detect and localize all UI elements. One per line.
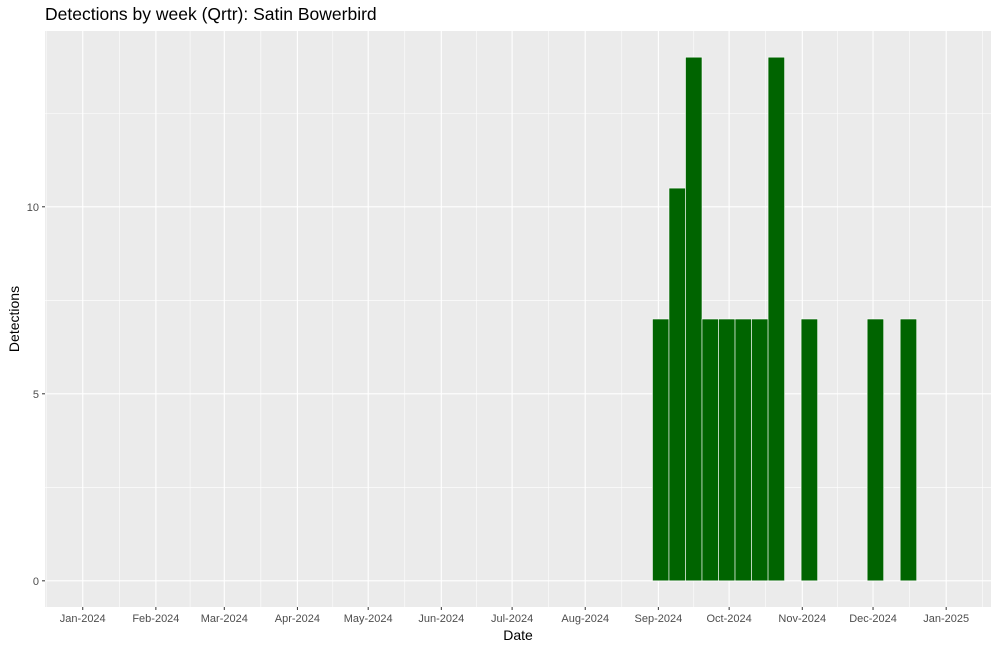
x-axis-title: Date xyxy=(503,627,533,643)
bar xyxy=(668,187,686,582)
x-tick-label: Mar-2024 xyxy=(201,613,248,625)
bar xyxy=(701,318,719,582)
chart-title: Detections by week (Qrtr): Satin Bowerbi… xyxy=(45,4,377,24)
y-tick-label: 10 xyxy=(27,202,39,214)
bar xyxy=(718,318,736,582)
bar xyxy=(866,318,884,582)
y-tick-label: 5 xyxy=(33,389,39,401)
x-tick-label: Jun-2024 xyxy=(418,613,464,625)
bar xyxy=(751,318,769,582)
x-tick-label: Dec-2024 xyxy=(849,613,897,625)
bar xyxy=(734,318,752,582)
x-tick-label: Sep-2024 xyxy=(635,613,683,625)
x-tick-label: Jan-2024 xyxy=(60,613,106,625)
bar-series xyxy=(652,56,917,582)
bar xyxy=(652,318,670,582)
x-tick-label: Apr-2024 xyxy=(275,613,320,625)
x-tick-label: Jul-2024 xyxy=(491,613,533,625)
plot-panel xyxy=(45,31,991,607)
x-tick-label: Feb-2024 xyxy=(132,613,179,625)
x-tick-label: Jan-2025 xyxy=(923,613,969,625)
bar xyxy=(800,318,818,582)
x-tick-label: Aug-2024 xyxy=(561,613,609,625)
x-axis: Jan-2024 Feb-2024 Mar-2024 Apr-2024 May-2024… xyxy=(60,607,969,625)
x-tick-label: Nov-2024 xyxy=(778,613,826,625)
x-tick-label: May-2024 xyxy=(344,613,393,625)
x-tick-label: Oct-2024 xyxy=(707,613,752,625)
y-axis: 0 5 10 xyxy=(27,202,45,588)
y-tick-label: 0 xyxy=(33,576,39,588)
bar xyxy=(767,56,785,582)
bar xyxy=(685,56,703,582)
bar xyxy=(899,318,917,582)
y-axis-title: Detections xyxy=(6,286,22,352)
